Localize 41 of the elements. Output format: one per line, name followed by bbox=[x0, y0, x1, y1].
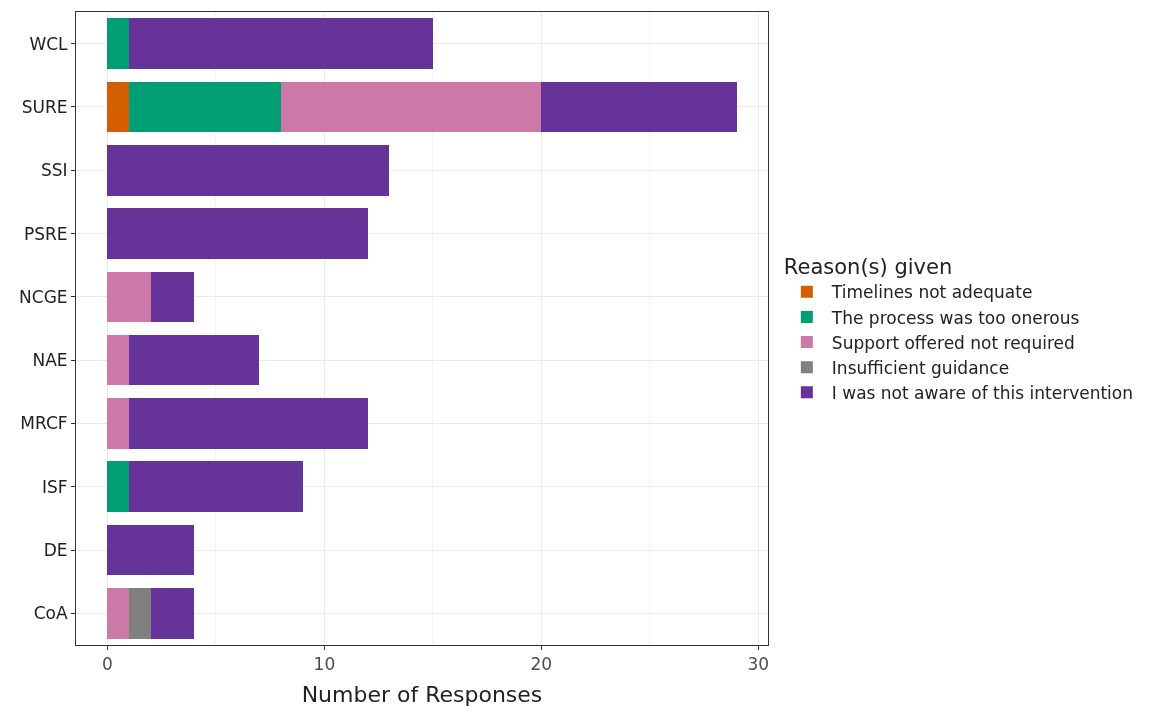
x-tick-label: 10 bbox=[313, 654, 336, 675]
bar bbox=[129, 334, 260, 386]
legend-label: I was not aware of this intervention bbox=[831, 382, 1133, 403]
bar bbox=[107, 81, 130, 133]
x-tick-label: 30 bbox=[747, 654, 770, 675]
bar bbox=[129, 81, 281, 133]
legend-label: Timelines not adequate bbox=[830, 282, 1033, 303]
bar bbox=[150, 271, 195, 323]
x-axis-title: Number of Responses bbox=[301, 682, 543, 707]
bar bbox=[107, 398, 130, 449]
bar bbox=[129, 461, 303, 513]
bar bbox=[541, 81, 737, 133]
y-tick-label: SSI bbox=[40, 160, 68, 181]
bar bbox=[107, 144, 390, 196]
bar bbox=[107, 208, 368, 259]
bar bbox=[129, 588, 151, 639]
bar bbox=[107, 334, 130, 386]
bar bbox=[107, 271, 151, 323]
legend-label: The process was too onerous bbox=[830, 307, 1080, 328]
y-tick-label: WCL bbox=[29, 33, 69, 54]
bar bbox=[107, 18, 130, 69]
bar bbox=[107, 461, 130, 513]
legend-title: Reason(s) given bbox=[783, 255, 953, 280]
bar bbox=[129, 18, 433, 69]
x-tick-label: 20 bbox=[530, 654, 553, 675]
y-tick-label: NAE bbox=[32, 350, 68, 371]
y-tick-label: CoA bbox=[33, 603, 68, 624]
y-tick-label: PSRE bbox=[23, 223, 68, 244]
bar bbox=[281, 81, 542, 133]
legend-label: Support offered not required bbox=[831, 332, 1075, 353]
bar bbox=[107, 524, 195, 576]
bar bbox=[150, 588, 195, 639]
bar bbox=[107, 588, 130, 639]
y-tick-label: ISF bbox=[42, 476, 68, 497]
y-tick-label: NCGE bbox=[19, 286, 68, 307]
x-tick-label: 0 bbox=[102, 654, 113, 675]
y-tick-label: SURE bbox=[21, 96, 68, 117]
y-tick-label: MRCF bbox=[20, 413, 68, 434]
legend-label: Insufficient guidance bbox=[831, 357, 1010, 378]
bar bbox=[129, 398, 368, 449]
y-tick-label: DE bbox=[43, 540, 68, 560]
